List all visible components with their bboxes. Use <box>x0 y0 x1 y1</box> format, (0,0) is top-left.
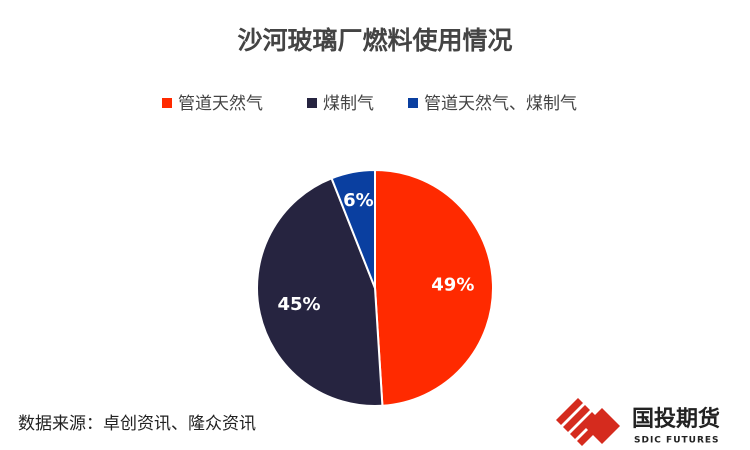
data-label: 6% <box>343 190 374 211</box>
pie-slice <box>374 168 494 407</box>
legend-swatch <box>307 98 317 108</box>
legend-label: 管道天然气 <box>178 94 263 114</box>
logo-subtitle: SDIC FUTURES <box>634 436 720 446</box>
legend-swatch <box>162 98 172 108</box>
pie-slice <box>330 168 376 289</box>
data-label: 45% <box>277 294 320 315</box>
pie-slice <box>256 176 384 407</box>
logo-name: 国投期货 <box>632 406 720 432</box>
legend-label: 管道天然气、煤制气 <box>424 94 577 114</box>
data-label: 49% <box>431 275 474 296</box>
chart-title: 沙河玻璃厂燃料使用情况 <box>237 26 512 55</box>
logo-icon <box>556 398 620 446</box>
legend-label: 煤制气 <box>323 94 374 114</box>
source-note: 数据来源：卓创资讯、隆众资讯 <box>18 414 256 434</box>
legend-swatch <box>408 98 418 108</box>
